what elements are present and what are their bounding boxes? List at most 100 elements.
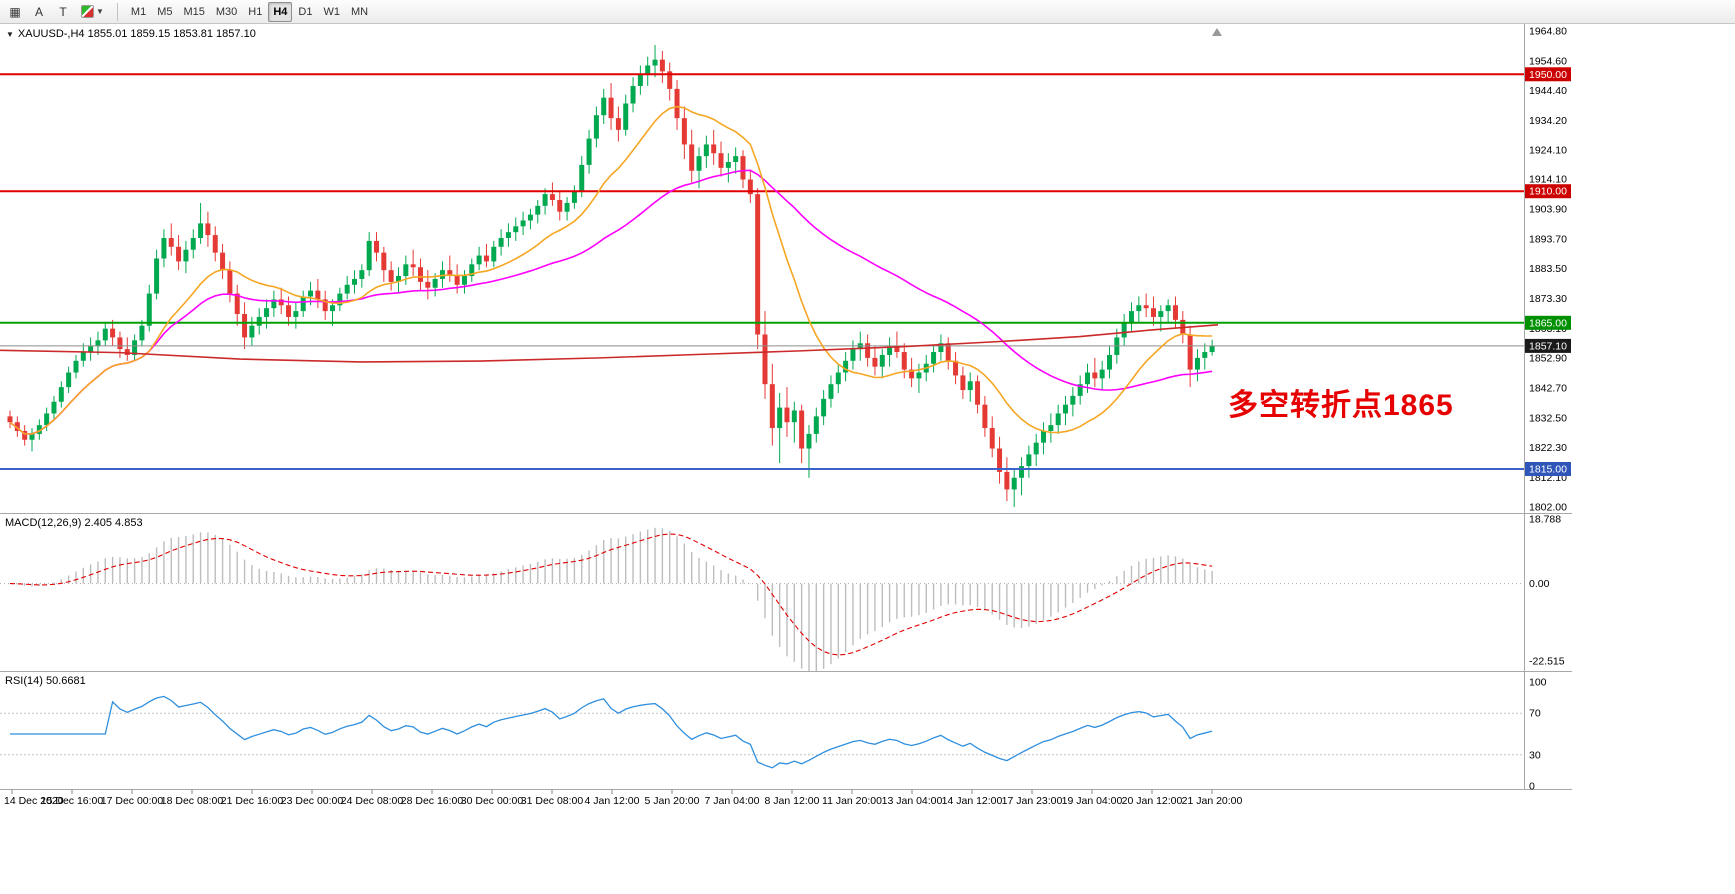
candle-body — [696, 156, 702, 171]
candle-body — [865, 343, 871, 358]
timeframe-h1-button[interactable]: H1 — [243, 2, 267, 22]
time-axis-label: 4 Jan 12:00 — [585, 795, 640, 807]
candle-body — [608, 97, 614, 119]
candle-body — [80, 352, 86, 361]
candle-body — [1107, 354, 1112, 370]
price-badge-label: 1950.00 — [1529, 69, 1567, 81]
candle-body — [51, 401, 57, 414]
candle-body — [872, 357, 878, 367]
candle-body — [190, 238, 196, 250]
candle-body — [1019, 466, 1025, 478]
candle-body — [615, 118, 621, 130]
candle-body — [667, 71, 673, 89]
candle-body — [645, 65, 651, 75]
candle-body — [483, 255, 489, 262]
candle-body — [139, 325, 145, 341]
candle-body — [29, 433, 35, 440]
macd-axis-label: 0.00 — [1529, 578, 1550, 590]
candle-body — [997, 448, 1003, 472]
candle-body — [322, 299, 328, 312]
price-axis-label: 1914.10 — [1529, 174, 1567, 186]
text-tool-button[interactable]: A — [28, 2, 50, 22]
price-badge-label: 1857.10 — [1529, 340, 1567, 352]
candle-body — [212, 235, 218, 253]
time-axis-label: 30 Dec 00:00 — [461, 795, 524, 807]
timeframe-w1-button[interactable]: W1 — [318, 2, 345, 22]
timeframe-mn-button[interactable]: MN — [346, 2, 373, 22]
candle-body — [1209, 345, 1215, 353]
candle-body — [476, 255, 482, 265]
time-axis-label: 21 Jan 20:00 — [1182, 795, 1243, 807]
time-axis-label: 11 Jan 20:00 — [822, 795, 882, 807]
candle-body — [1070, 395, 1076, 405]
candle-body — [894, 346, 900, 353]
candle-body — [909, 369, 915, 379]
candle-body — [300, 296, 306, 312]
candle-body — [249, 325, 255, 338]
candle-body — [271, 299, 277, 309]
candle-body — [637, 74, 643, 86]
candle-body — [227, 270, 233, 294]
candle-body — [960, 375, 966, 391]
candle-body — [755, 194, 761, 335]
candle-body — [102, 328, 108, 341]
candle-body — [535, 205, 541, 215]
candle-body — [769, 384, 775, 429]
candle-body — [44, 413, 50, 426]
candle-body — [1048, 425, 1054, 431]
grid-icon-button[interactable]: ▦ — [4, 2, 26, 22]
candle-body — [146, 293, 152, 326]
candle-body — [1099, 369, 1105, 379]
candle-body — [198, 223, 204, 239]
indicators-button[interactable]: ▼ — [76, 2, 109, 22]
time-axis-label: 31 Dec 08:00 — [521, 795, 584, 807]
timeframe-m30-button[interactable]: M30 — [211, 2, 242, 22]
indicators-color-icon — [81, 5, 94, 18]
candle-body — [1077, 384, 1083, 396]
candle-body — [256, 316, 262, 326]
timeframe-m1-button[interactable]: M1 — [126, 2, 151, 22]
timeframe-d1-button[interactable]: D1 — [293, 2, 317, 22]
macd-axis-label: -22.515 — [1529, 656, 1565, 668]
candle-body — [828, 384, 834, 399]
toolbar: ▦ A T ▼ M1 M5 M15 M30 H1 H4 D1 W1 MN — [0, 0, 1735, 24]
timeframe-m5-button[interactable]: M5 — [152, 2, 177, 22]
toolbar-separator — [116, 2, 118, 21]
candle-body — [887, 346, 893, 355]
candle-body — [1172, 305, 1178, 320]
timeframe-h4-button[interactable]: H4 — [268, 1, 293, 22]
candle-body — [344, 284, 350, 294]
macd-signal-line — [9, 533, 1213, 656]
chart-text-annotation: 多空转折点1865 — [1228, 389, 1454, 422]
candle-body — [183, 249, 189, 262]
candle-body — [330, 305, 336, 312]
candle-body — [1092, 372, 1098, 379]
price-axis-label: 1832.50 — [1529, 412, 1567, 424]
time-axis-label: 7 Jan 04:00 — [705, 795, 760, 807]
chart-area: 1964.80 1954.60 1944.40 1934.20 1924.10 1914.… — [0, 24, 1735, 894]
candle-body — [425, 281, 431, 288]
timeframe-m15-button[interactable]: M15 — [178, 2, 209, 22]
price-badge-1857.10 — [1525, 338, 1571, 353]
candle-body — [1143, 305, 1149, 309]
chart-canvas[interactable]: 1964.80 1954.60 1944.40 1934.20 1924.10 1914.… — [0, 24, 1572, 810]
time-axis-label: 15 Dec 16:00 — [41, 795, 104, 807]
candle-body — [799, 410, 805, 449]
template-icon: T — [59, 4, 67, 19]
time-axis-label: 23 Dec 00:00 — [281, 795, 344, 807]
candle-body — [352, 278, 358, 285]
candle-body — [586, 138, 592, 165]
time-axis-label: 28 Dec 16:00 — [401, 795, 464, 807]
candle-body — [264, 308, 270, 317]
candle-body — [901, 352, 907, 370]
candle-body — [505, 232, 511, 239]
candle-body — [36, 425, 42, 434]
candle-body — [366, 240, 372, 271]
candle-body — [154, 258, 160, 294]
candle-body — [1011, 477, 1017, 490]
candle-body — [432, 278, 438, 288]
candlesticks — [7, 45, 1215, 507]
template-button[interactable]: T — [52, 2, 74, 22]
price-badge-1865.00 — [1525, 315, 1571, 330]
